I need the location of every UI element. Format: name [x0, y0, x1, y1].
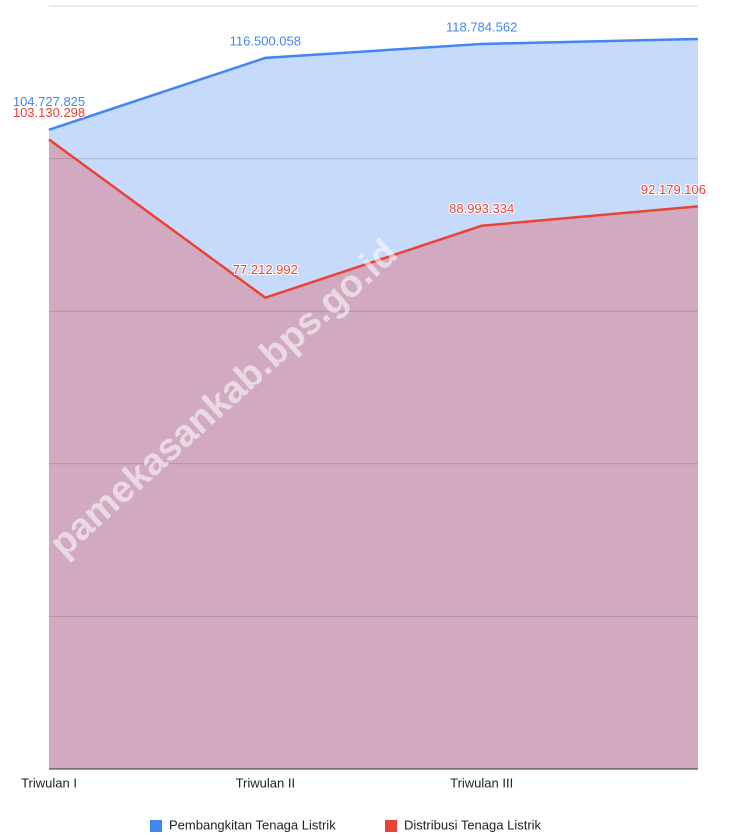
legend-swatch [150, 820, 162, 832]
data-label: 103.130.298 [13, 105, 85, 120]
series-line [48, 37, 699, 131]
data-label: 92.179.106 [641, 182, 706, 197]
x-tick-label: Triwulan I [21, 775, 77, 790]
x-tick-label: Triwulan II [236, 775, 295, 790]
legend-swatch [385, 820, 397, 832]
x-tick-label: Triwulan III [450, 775, 513, 790]
data-label: 77.212.992 [233, 262, 298, 277]
data-label: 88.993.334 [449, 201, 514, 216]
legend-label: Distribusi Tenaga Listrik [404, 817, 542, 832]
series-line [48, 138, 699, 300]
area-fill [49, 139, 698, 769]
data-label: 116.500.058 [230, 33, 301, 48]
data-label: 104.727.825 [13, 94, 85, 109]
legend-label: Pembangkitan Tenaga Listrik [169, 817, 336, 832]
data-label: 118.784.562 [446, 19, 517, 34]
